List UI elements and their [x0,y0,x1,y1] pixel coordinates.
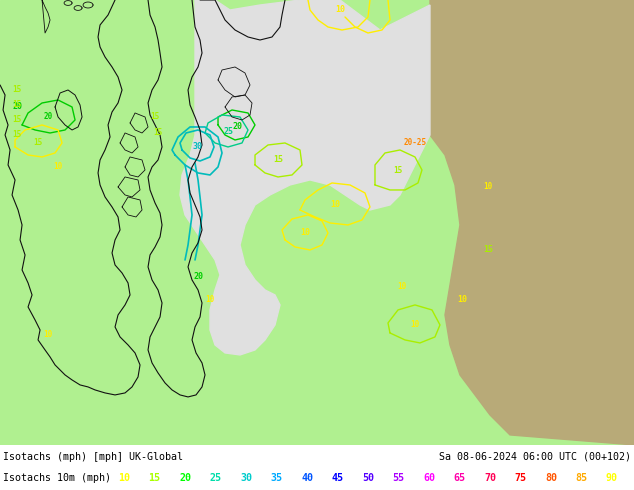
Text: 15: 15 [483,245,493,254]
Text: 15: 15 [153,128,163,138]
Text: 10: 10 [335,5,345,15]
Text: 85: 85 [576,473,588,483]
Text: 75: 75 [515,473,526,483]
Text: 10: 10 [205,295,215,304]
Text: 10: 10 [53,163,63,172]
Text: 10: 10 [118,473,130,483]
Text: 15: 15 [273,155,283,165]
Text: 35: 35 [271,473,283,483]
Text: Sa 08-06-2024 06:00 UTC (00+102): Sa 08-06-2024 06:00 UTC (00+102) [439,452,631,462]
Polygon shape [430,0,634,445]
Text: Isotachs 10m (mph): Isotachs 10m (mph) [3,473,111,483]
Text: 25: 25 [209,473,221,483]
Text: 20: 20 [193,272,203,281]
Text: 40: 40 [301,473,313,483]
Text: 80: 80 [545,473,557,483]
Text: 10: 10 [398,282,406,292]
Text: 20: 20 [43,113,53,122]
Text: 10: 10 [410,320,420,329]
Text: 15: 15 [12,116,22,124]
Text: 20: 20 [232,122,242,131]
Text: 70: 70 [484,473,496,483]
Text: 10: 10 [330,200,340,209]
Text: Isotachs (mph) [mph] UK-Global: Isotachs (mph) [mph] UK-Global [3,452,183,462]
Text: 15: 15 [393,167,403,175]
Text: 15: 15 [148,473,160,483]
Text: 30: 30 [193,143,203,151]
Text: 15: 15 [34,139,42,147]
Text: 15: 15 [150,113,160,122]
Text: 65: 65 [453,473,465,483]
Text: 50: 50 [362,473,374,483]
Text: 15: 15 [12,100,22,109]
Text: 20-25: 20-25 [403,139,427,147]
Text: 25: 25 [223,127,233,137]
Text: 20: 20 [179,473,191,483]
Text: 20: 20 [12,102,22,112]
Text: 15: 15 [12,130,22,140]
Text: 30: 30 [240,473,252,483]
Text: 90: 90 [606,473,618,483]
Text: 10: 10 [300,228,310,238]
Text: 10: 10 [483,182,493,192]
Polygon shape [180,0,430,355]
Text: 60: 60 [423,473,435,483]
Text: 45: 45 [332,473,344,483]
Text: 10: 10 [457,295,467,304]
Text: 15: 15 [12,85,22,95]
Text: 55: 55 [392,473,404,483]
Text: 10: 10 [43,330,53,340]
